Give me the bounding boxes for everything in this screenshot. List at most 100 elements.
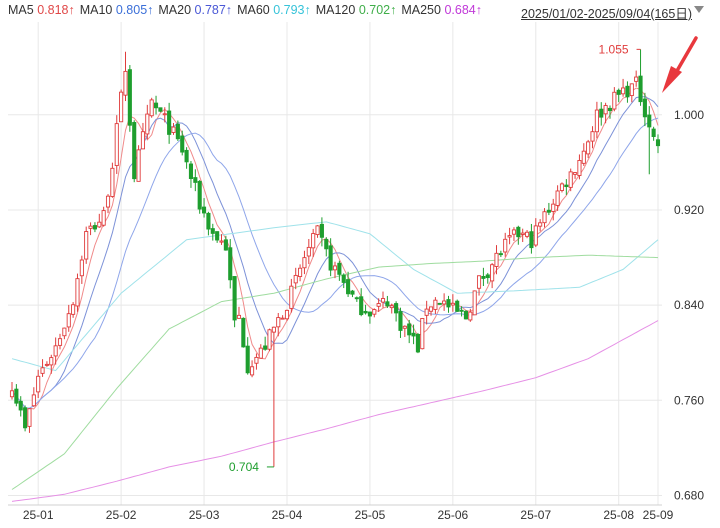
candle-body [284, 309, 290, 320]
candle-body [193, 177, 198, 183]
candle-body [581, 150, 586, 164]
candle-body [542, 211, 547, 224]
candle-body [206, 212, 211, 230]
candle-body [621, 87, 626, 95]
chevron-down-icon[interactable] [694, 6, 704, 13]
candle-body [446, 299, 451, 308]
x-tick-label: 25-03 [189, 508, 220, 522]
x-tick-label: 25-04 [272, 508, 303, 522]
candle-body [411, 332, 416, 337]
candle-body [415, 333, 420, 353]
candle-body [92, 225, 97, 230]
candle-body [263, 345, 268, 350]
candle-body [66, 313, 71, 328]
candle-body [57, 338, 63, 346]
candle-body [463, 310, 468, 320]
candle-body [363, 310, 368, 314]
candle-body [114, 123, 119, 167]
candle-body [132, 122, 137, 180]
candle-body [84, 231, 89, 260]
candle-body [616, 89, 621, 95]
candle-body [511, 229, 517, 235]
candle-body [420, 318, 425, 350]
candle-body [171, 126, 176, 133]
candle-body [577, 160, 582, 176]
candle-body [23, 407, 28, 429]
candle-body [175, 123, 180, 140]
candle-body [424, 308, 429, 316]
candle-body [490, 264, 495, 282]
x-tick-label: 25-05 [355, 508, 386, 522]
candle-body [625, 85, 630, 98]
legend-ma250: MA250 0.684↑ [401, 3, 482, 17]
candle-body [586, 141, 591, 155]
candle-body [153, 102, 159, 109]
candle-body [607, 107, 613, 112]
candle-body [546, 209, 551, 213]
candle-body [341, 274, 346, 283]
x-tick-label: 25-06 [437, 508, 468, 522]
arrow-indicator [662, 36, 698, 93]
candle-body [250, 366, 255, 376]
candle-body [402, 325, 407, 329]
candle-body [127, 69, 132, 126]
candle-body [655, 139, 661, 147]
ma120-line [11, 254, 659, 490]
x-axis: 25-01 25-02 25-03 25-04 25-05 25-06 25-07 25-08… [23, 508, 674, 522]
candle-body [525, 231, 530, 237]
annotations: 1.055 0.704 [229, 42, 641, 474]
candle-body [455, 300, 460, 312]
candle-body [367, 311, 372, 317]
ma20-line [11, 117, 659, 409]
candle-body [476, 275, 482, 289]
candle-body [459, 309, 464, 312]
candle-body [350, 290, 355, 295]
y-tick-label: 0.840 [674, 298, 704, 312]
candle-body [634, 76, 639, 82]
ma-legend: MA5 0.818↑ MA10 0.805↑ MA20 0.787↑ MA60 0.7… [8, 3, 487, 21]
candle-body [123, 70, 128, 96]
candle-body [407, 323, 412, 336]
candle-body [376, 303, 381, 307]
legend-ma20: MA20 0.787↑ [158, 3, 233, 17]
date-range-selector[interactable]: 2025/01/02-2025/09/04(165日) [521, 7, 692, 21]
candle-body [267, 329, 272, 350]
candle-body [573, 172, 578, 175]
candle-body [594, 109, 599, 133]
candle-body [529, 231, 534, 249]
candle-body [219, 240, 224, 243]
candle-body [494, 252, 499, 267]
candle-body [638, 75, 643, 103]
candle-body [533, 225, 538, 246]
candle-body [149, 99, 154, 117]
candle-body [498, 253, 503, 256]
candle-body [167, 110, 172, 135]
candle-body [210, 228, 215, 234]
candle-body [254, 356, 259, 364]
candle-body [228, 247, 233, 281]
annotation-label: 0.704 [229, 460, 259, 474]
candle-body [215, 231, 220, 241]
candle-body [612, 91, 617, 110]
candle-body [629, 83, 634, 97]
candle-body [232, 276, 237, 321]
ma250-line [11, 320, 659, 502]
candle-body [642, 98, 647, 118]
candle-body [241, 317, 246, 348]
candle-body [298, 267, 303, 277]
legend-ma10: MA10 0.805↑ [79, 3, 154, 17]
candle-body [271, 326, 276, 333]
candle-body [180, 135, 185, 153]
candle-body [110, 167, 115, 197]
candle-body [385, 301, 390, 307]
candle-body [485, 274, 490, 279]
candle-body [346, 279, 351, 295]
candle-body [258, 347, 263, 359]
candle-body [332, 265, 338, 271]
candle-body [289, 285, 294, 309]
candle-body [302, 257, 307, 269]
arrow-head-icon [662, 66, 682, 93]
candle-body [311, 233, 316, 249]
candle-body [389, 305, 394, 309]
candle-body [538, 222, 543, 227]
